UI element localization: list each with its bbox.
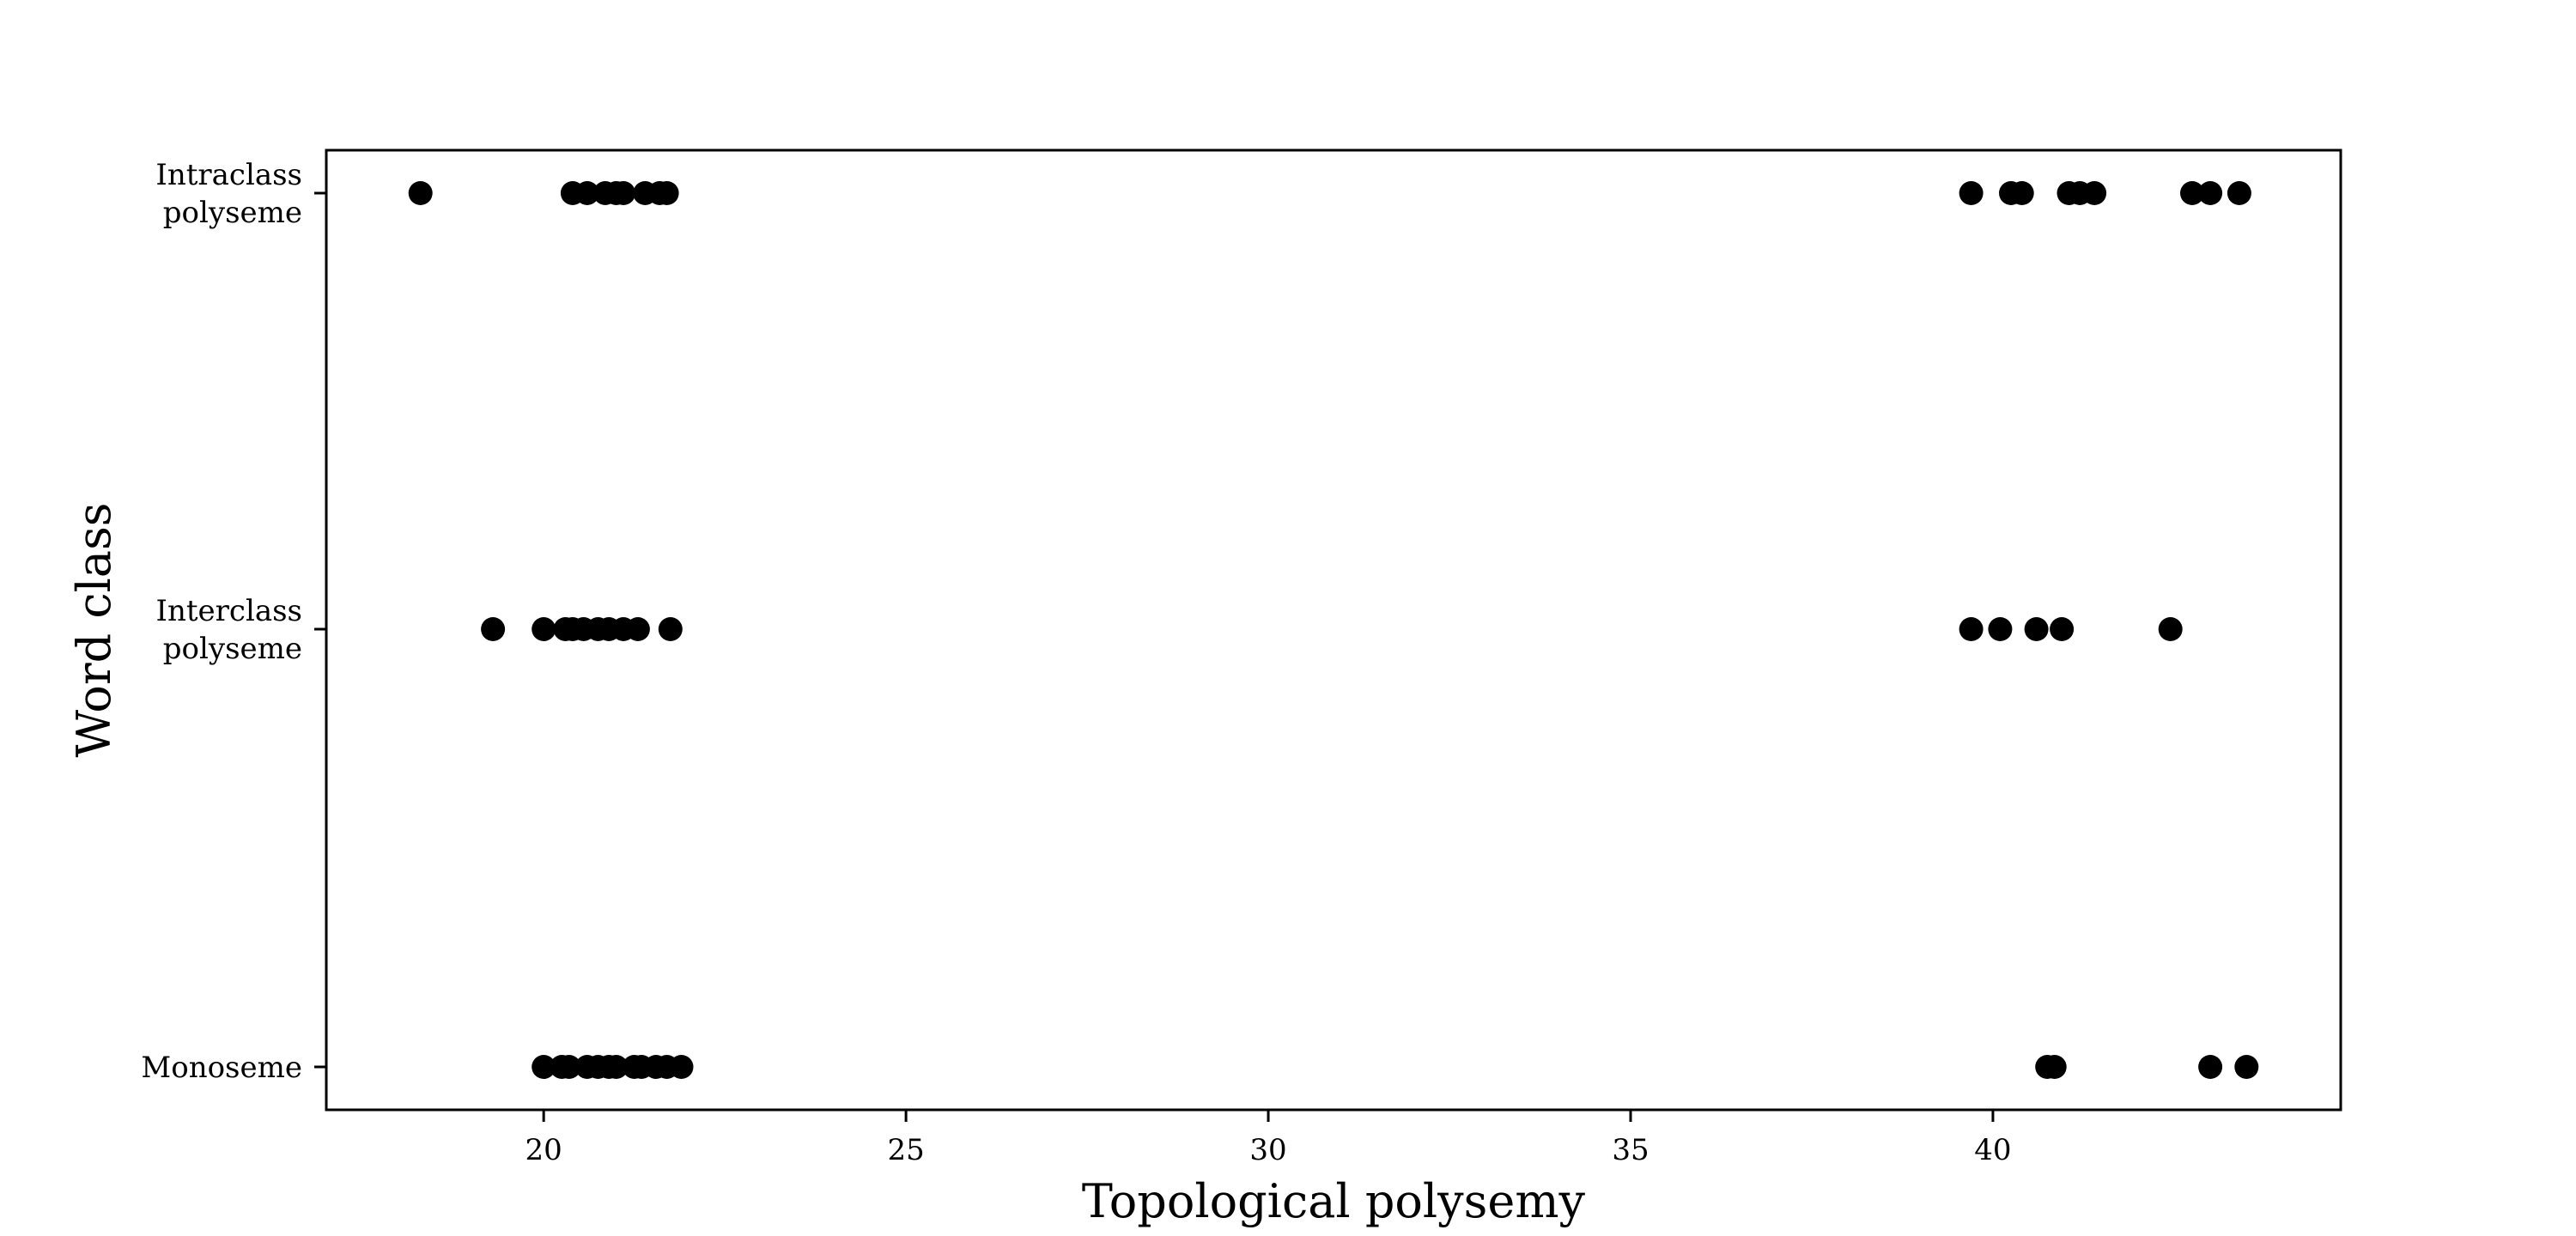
data-point [481,617,506,641]
y-tick-label: Monoseme [141,1051,302,1085]
data-point [1959,181,1984,205]
x-tick-label: 20 [526,1133,562,1167]
data-point [669,1055,694,1079]
data-point [408,181,433,205]
data-point [574,181,599,205]
y-tick-label: Intraclass [155,158,302,192]
data-point [2198,1055,2223,1079]
x-tick-label: 30 [1249,1133,1286,1167]
data-point [625,617,650,641]
data-point [2024,617,2049,641]
x-tick-label: 35 [1612,1133,1649,1167]
data-point [532,617,556,641]
y-axis-title: Word class [67,502,121,757]
data-point [611,181,635,205]
y-tick-label: polyseme [163,196,302,230]
x-tick-label: 25 [887,1133,924,1167]
data-point [2227,181,2251,205]
data-point [2050,617,2075,641]
y-tick-label: Interclass [156,594,302,628]
data-point [2042,1055,2067,1079]
y-axis-ticks: Monoseme Interclass polyseme Intraclass poly… [141,158,326,1085]
y-tick-label: polyseme [163,632,302,666]
data-point [556,1055,581,1079]
data-point [604,1055,629,1079]
data-point [1988,617,2013,641]
data-point [2082,181,2107,205]
data-point [1959,617,1984,641]
data-point [2198,181,2223,205]
data-point [2009,181,2034,205]
data-point [532,1055,556,1079]
data-points [408,181,2259,1079]
x-tick-label: 40 [1974,1133,2011,1167]
data-point [2234,1055,2259,1079]
x-axis-title: Topological polysemy [1082,1174,1586,1228]
data-point [654,181,679,205]
data-point [658,617,683,641]
data-point [2180,181,2204,205]
x-axis-ticks: 20 25 30 35 40 [526,1110,2012,1167]
data-point [2158,617,2183,641]
